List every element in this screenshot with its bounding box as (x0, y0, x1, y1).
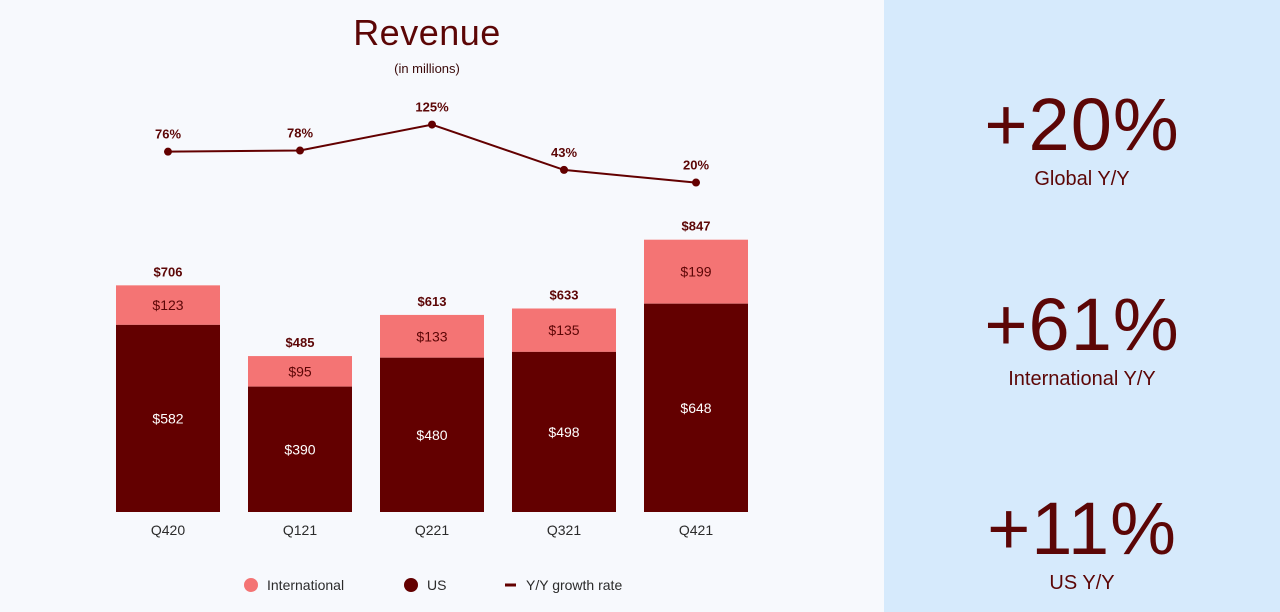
legend-international-label: International (267, 577, 344, 593)
label-us-Q221: $480 (416, 427, 447, 443)
label-international-Q321: $135 (548, 322, 579, 338)
kpi-panel: +20% Global Y/Y +61% International Y/Y +… (884, 0, 1280, 612)
growth-point-Q421 (692, 178, 700, 187)
growth-label-Q421: 20% (683, 158, 709, 173)
label-us-Q321: $498 (548, 424, 579, 440)
bar-us-Q421 (644, 303, 748, 512)
bar-us-Q321 (512, 351, 616, 512)
label-us-Q121: $390 (284, 441, 315, 457)
growth-label-Q221: 125% (415, 100, 449, 115)
legend-us-swatch (404, 578, 418, 592)
kpi-international: +61% International Y/Y (884, 288, 1280, 391)
growth-point-Q420 (164, 147, 172, 156)
chart-subtitle: (in millions) (394, 61, 460, 76)
label-total-Q421: $847 (682, 219, 711, 234)
growth-label-Q420: 76% (155, 127, 181, 142)
kpi-global: +20% Global Y/Y (884, 88, 1280, 191)
revenue-chart: Revenue (in millions) $123 $582 $706 Q420 $9… (116, 12, 748, 593)
growth-line (167, 123, 697, 184)
kpi-us-label: US Y/Y (1049, 572, 1115, 594)
kpi-global-label: Global Y/Y (1034, 168, 1130, 190)
legend-international-swatch (244, 578, 258, 592)
bar-us-Q121 (248, 386, 352, 512)
label-total-Q221: $613 (418, 294, 447, 309)
label-international-Q221: $133 (416, 328, 447, 344)
bar-international-Q321 (512, 308, 616, 352)
growth-label-Q321: 43% (551, 145, 577, 160)
bar-international-Q421 (644, 239, 748, 304)
label-international-Q421: $199 (680, 264, 711, 280)
tick-label-Q121: Q121 (283, 522, 317, 538)
kpi-international-label: International Y/Y (1008, 368, 1156, 390)
label-total-Q420: $706 (154, 264, 183, 279)
kpi-international-value: +61% (984, 283, 1180, 366)
growth-point-Q121 (296, 146, 304, 155)
growth-point-Q221 (428, 120, 436, 129)
bar-us-Q420 (116, 324, 220, 512)
kpi-global-value: +20% (984, 83, 1180, 166)
label-international-Q420: $123 (152, 297, 183, 313)
chart-title: Revenue (353, 12, 501, 53)
kpi-us-value: +11% (987, 487, 1177, 570)
bar-us-Q221 (380, 357, 484, 512)
tick-label-Q221: Q221 (415, 522, 449, 538)
kpi-us: +11% US Y/Y (884, 492, 1280, 595)
label-us-Q421: $648 (680, 400, 711, 416)
label-international-Q121: $95 (288, 363, 312, 379)
tick-label-Q420: Q420 (151, 522, 185, 538)
bar-international-Q420 (116, 285, 220, 325)
label-us-Q420: $582 (152, 410, 183, 426)
legend-growth-label: Y/Y growth rate (526, 577, 622, 593)
tick-label-Q421: Q421 (679, 522, 713, 538)
legend-us-label: US (427, 577, 446, 593)
label-total-Q321: $633 (550, 287, 579, 302)
bar-international-Q121 (248, 356, 352, 387)
label-total-Q121: $485 (286, 335, 315, 350)
chart-canvas: $123 $582 $706 Q420 $95 $390 $485 Q121 $133 $480 $… (116, 100, 748, 593)
tick-label-Q321: Q321 (547, 522, 581, 538)
bar-international-Q221 (380, 314, 484, 358)
growth-label-Q121: 78% (287, 126, 313, 141)
growth-point-Q321 (560, 165, 568, 174)
